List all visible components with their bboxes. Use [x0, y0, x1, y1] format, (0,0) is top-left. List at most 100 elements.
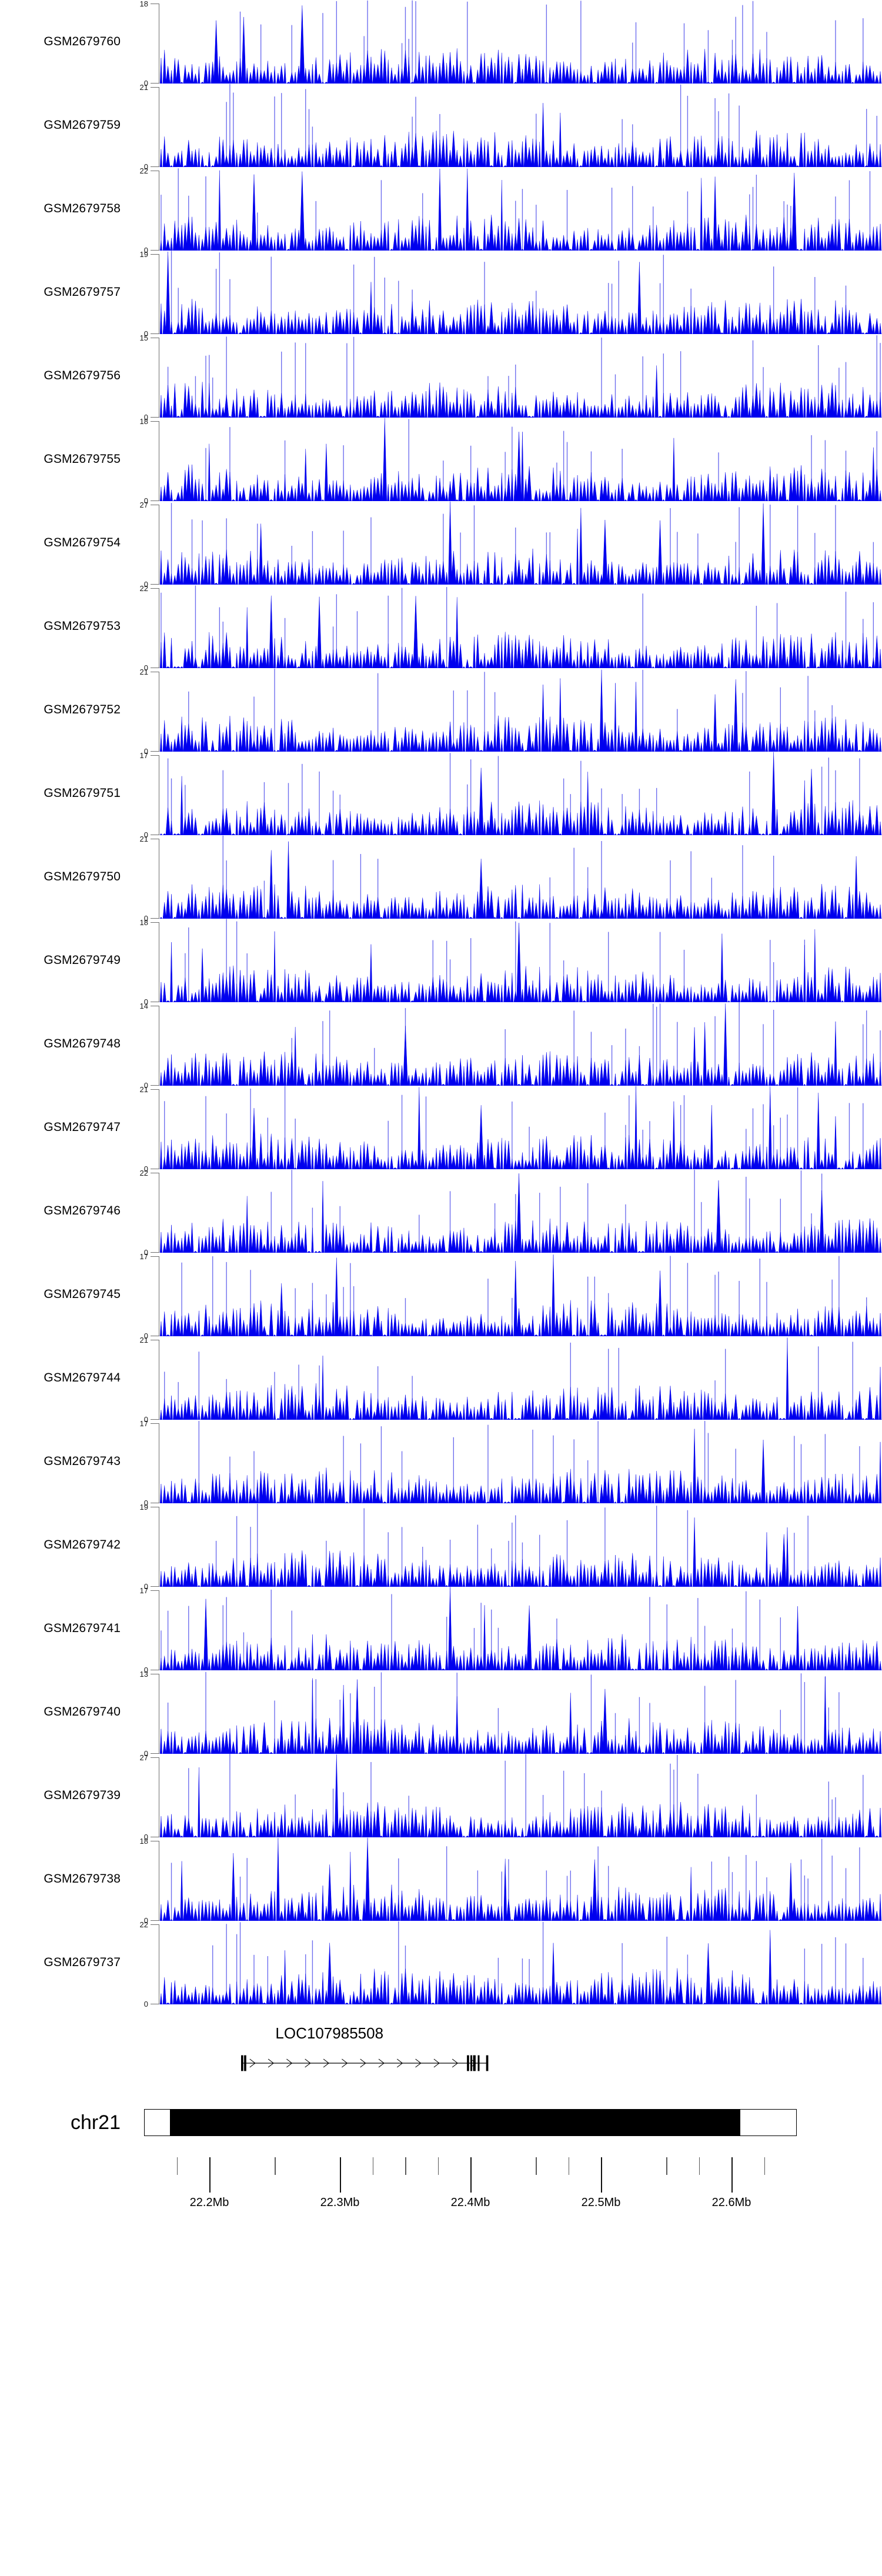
coverage-track[interactable]: GSM2679738 18 0: [0, 1837, 882, 1924]
coverage-profile[interactable]: [159, 835, 882, 919]
coverage-profile[interactable]: [159, 1002, 882, 1086]
y-axis-min-label: 0: [143, 830, 148, 839]
ruler-minor-tick: [372, 2157, 374, 2175]
y-axis-bottom-tick: [151, 416, 159, 418]
coverage-profile[interactable]: [159, 1921, 882, 2004]
coverage-profile[interactable]: [159, 251, 882, 334]
ruler-area[interactable]: 22.2Mb 22.3Mb 22.4Mb 22.5Mb 22.6Mb: [144, 2157, 797, 2228]
coverage-profile[interactable]: [159, 1420, 882, 1503]
gene-section: LOC107985508: [0, 2004, 882, 2093]
coverage-profile[interactable]: [159, 1169, 882, 1253]
coverage-profile[interactable]: [159, 919, 882, 1002]
coverage-profile[interactable]: [159, 0, 882, 84]
y-axis-max-label: 22: [139, 166, 148, 175]
coverage-profile[interactable]: [159, 1336, 882, 1420]
coverage-track[interactable]: GSM2679745 17 0: [0, 1253, 882, 1340]
coverage-profile[interactable]: [159, 585, 882, 668]
ideogram-bar[interactable]: [144, 2109, 797, 2136]
coverage-track[interactable]: GSM2679740 13 0: [0, 1670, 882, 1757]
y-axis-top-tick: [151, 87, 159, 88]
coverage-track[interactable]: GSM2679751 17 0: [0, 751, 882, 839]
coverage-track[interactable]: GSM2679753 22 0: [0, 585, 882, 672]
y-axis-top-tick: [151, 254, 159, 255]
coverage-profile[interactable]: [159, 84, 882, 167]
y-axis-min-label: 0: [143, 496, 148, 505]
coverage-track[interactable]: GSM2679760 18 0: [0, 0, 882, 88]
coverage-profile[interactable]: [159, 1670, 882, 1754]
gene-name-label[interactable]: LOC107985508: [275, 2024, 384, 2042]
coverage-track[interactable]: GSM2679755 18 0: [0, 417, 882, 505]
coverage-track[interactable]: GSM2679737 22 0: [0, 1921, 882, 2008]
track-sample-label: GSM2679758: [44, 202, 121, 215]
y-axis-min-label: 0: [143, 580, 148, 589]
coverage-track[interactable]: GSM2679756 15 0: [0, 334, 882, 421]
coverage-profile[interactable]: [159, 167, 882, 251]
coverage-track[interactable]: GSM2679757 19 0: [0, 251, 882, 338]
ruler-minor-tick: [536, 2157, 537, 2175]
coverage-track[interactable]: GSM2679746 22 0: [0, 1169, 882, 1256]
coverage-profile[interactable]: [159, 1754, 882, 1837]
coverage-track[interactable]: GSM2679741 17 0: [0, 1587, 882, 1674]
ruler-minor-tick: [764, 2157, 766, 2175]
coverage-svg: [159, 752, 882, 835]
y-axis-min-label: 0: [143, 1332, 148, 1340]
coverage-profile[interactable]: [159, 752, 882, 835]
coverage-svg: [159, 1837, 882, 1921]
coverage-track[interactable]: GSM2679748 14 0: [0, 1002, 882, 1089]
coverage-profile[interactable]: [159, 501, 882, 585]
coverage-track[interactable]: GSM2679750 21 0: [0, 835, 882, 922]
coverage-profile[interactable]: [159, 334, 882, 418]
coverage-track[interactable]: GSM2679739 27 0: [0, 1754, 882, 1841]
coverage-svg: [159, 0, 882, 84]
gene-model-svg[interactable]: [0, 2004, 882, 2093]
y-axis-max-label: 18: [139, 0, 148, 8]
exon-block: [244, 2055, 246, 2071]
coverage-track[interactable]: GSM2679759 21 0: [0, 84, 882, 171]
coverage-svg: [159, 1671, 882, 1754]
y-axis-max-label: 18: [139, 417, 148, 426]
track-sample-label: GSM2679742: [44, 1538, 121, 1551]
coverage-track[interactable]: GSM2679749 18 0: [0, 919, 882, 1006]
coverage-track[interactable]: GSM2679754 27 0: [0, 501, 882, 589]
coverage-profile[interactable]: [159, 418, 882, 501]
y-axis-min-label: 0: [143, 1582, 148, 1591]
coverage-track[interactable]: GSM2679743 17 0: [0, 1419, 882, 1507]
coverage-svg: [159, 585, 882, 668]
y-axis-min-label: 0: [143, 1415, 148, 1424]
y-axis-min-label: 0: [143, 663, 148, 672]
coverage-svg: [159, 1254, 882, 1336]
coverage-profile[interactable]: [159, 1837, 882, 1921]
coverage-svg: [159, 1587, 882, 1670]
y-axis-max-label: 21: [139, 668, 148, 676]
y-axis-min-label: 0: [143, 79, 148, 88]
track-sample-label: GSM2679743: [44, 1454, 121, 1468]
coverage-profile[interactable]: [159, 1503, 882, 1587]
y-axis-min-label: 0: [143, 246, 148, 255]
coverage-track[interactable]: GSM2679744 21 0: [0, 1336, 882, 1424]
coverage-track[interactable]: GSM2679752 21 0: [0, 668, 882, 755]
y-axis-min-label: 0: [143, 2000, 148, 2008]
coverage-profile[interactable]: [159, 1086, 882, 1169]
y-axis-top-tick: [151, 421, 159, 422]
y-axis-max-label: 17: [139, 751, 148, 760]
coverage-track[interactable]: GSM2679758 22 0: [0, 166, 882, 255]
y-axis-top-tick: [151, 1423, 159, 1424]
y-axis-bottom-tick: [151, 1753, 159, 1754]
y-axis-bottom-tick: [151, 500, 159, 501]
track-sample-label: GSM2679744: [44, 1371, 121, 1384]
y-axis-min-label: 0: [143, 1833, 148, 1841]
coverage-track[interactable]: GSM2679747 21 0: [0, 1086, 882, 1173]
coverage-profile[interactable]: [159, 1253, 882, 1336]
ruler-section: 22.2Mb 22.3Mb 22.4Mb 22.5Mb 22.6Mb: [0, 2157, 882, 2228]
track-sample-label: GSM2679757: [44, 285, 121, 299]
y-axis-max-label: 17: [139, 1419, 148, 1428]
ruler-major-tick: [470, 2157, 472, 2193]
coverage-profile[interactable]: [159, 1587, 882, 1670]
y-axis-max-label: 22: [139, 1169, 148, 1177]
coverage-track[interactable]: GSM2679742 19 0: [0, 1503, 882, 1591]
coverage-profile[interactable]: [159, 668, 882, 752]
coverage-svg: [159, 168, 882, 251]
ruler-minor-tick: [437, 2157, 439, 2175]
track-sample-label: GSM2679750: [44, 870, 121, 883]
ruler-tick-label: 22.2Mb: [189, 2196, 229, 2209]
